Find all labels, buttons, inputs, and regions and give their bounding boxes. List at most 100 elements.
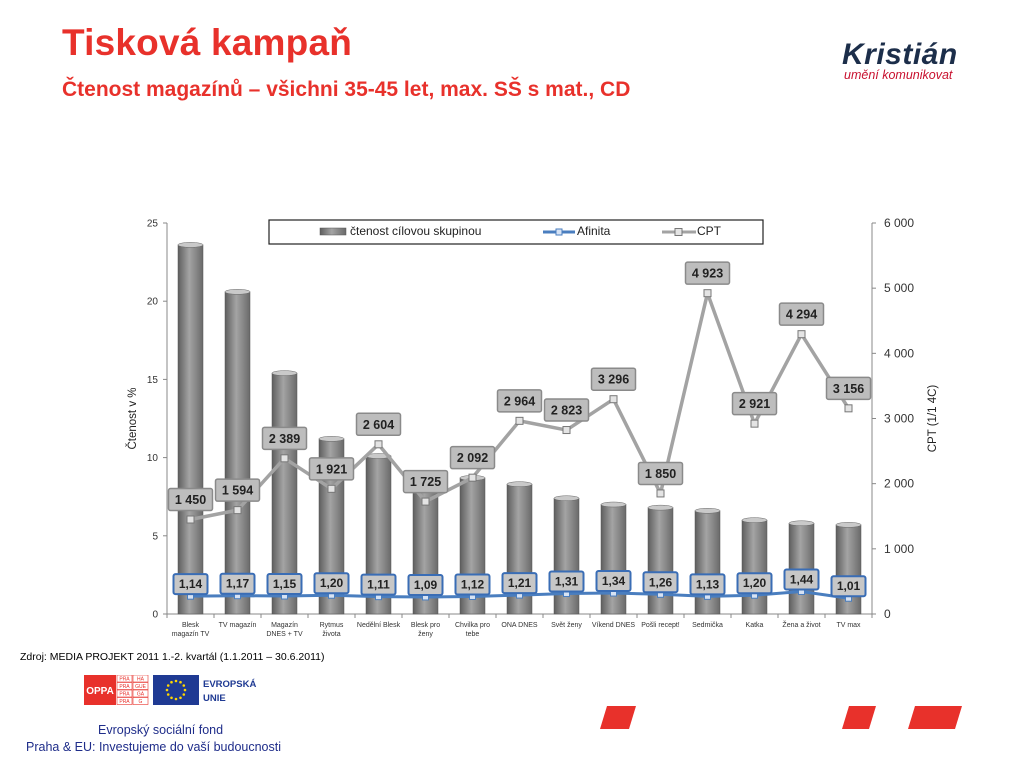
afinita-label-box (172, 573, 209, 596)
page-title: Tisková kampaň (62, 22, 353, 63)
cpt-label-box (731, 391, 778, 416)
afinita-data-label: 1,17 (226, 577, 250, 591)
legend-marker-cpt (674, 228, 683, 236)
bar-top-2 (224, 289, 251, 295)
cpt-data-label: 2 823 (551, 404, 582, 418)
y-tick-label-right: 4 000 (884, 346, 914, 360)
bar-top-12 (694, 508, 721, 514)
kristian-logo: Kristián umění komunikovat (842, 38, 972, 88)
cpt-point (233, 506, 242, 515)
legend-swatch-bar (319, 227, 347, 236)
footer-line-1: Evropský sociální fond (98, 723, 224, 737)
y-tick-label-left: 20 (147, 297, 159, 308)
x-tick-label: Blesk (182, 622, 200, 629)
cpt-point (797, 330, 806, 339)
bar-top-11 (647, 504, 674, 511)
y-tick-label-right: 5 000 (884, 281, 914, 295)
oppa-logo: OPPA PRA HA PRA GUE PRA GA PRA G (84, 675, 149, 705)
bar-2 (224, 291, 251, 615)
cpt-data-label: 2 604 (363, 418, 394, 432)
cpt-label-box (496, 389, 543, 413)
eu-star-icon (174, 697, 178, 701)
eu-star-icon (179, 680, 182, 684)
cpt-point (421, 497, 430, 506)
cpt-label-box (214, 478, 261, 502)
eu-star-icon (166, 693, 170, 696)
cpt-data-label: 1 921 (316, 462, 347, 476)
cpt-point (703, 289, 712, 298)
eu-star-icon (170, 680, 173, 684)
afinita-data-label: 1,09 (414, 578, 438, 592)
x-tick-label: DNES + TV (266, 631, 303, 638)
y-tick-label-right: 6 000 (884, 216, 914, 230)
page-subtitle: Čtenost magazínů – všichni 35-45 let, ma… (62, 78, 631, 101)
x-tick-label: Blesk pro (411, 622, 440, 629)
y-tick-label-right: 2 000 (884, 477, 914, 491)
x-tick-label: magazín TV (172, 631, 210, 638)
y-axis-label-right: CPT (1/1 4C) (927, 385, 939, 453)
bar-13 (741, 519, 768, 615)
praha-cell (132, 675, 149, 683)
afinita-data-label: 1,20 (320, 576, 344, 590)
eu-star-icon (182, 693, 186, 696)
cpt-label-box (637, 461, 684, 486)
cpt-label-box (402, 469, 449, 494)
cpt-data-label: 1 594 (222, 484, 253, 498)
cpt-data-label: 4 923 (692, 267, 723, 281)
afinita-data-label: 1,20 (743, 576, 767, 590)
bar-top-1 (177, 242, 204, 248)
afinita-data-label: 1,12 (461, 577, 485, 591)
x-tick-label: Sedmička (692, 622, 723, 629)
cpt-label-box (590, 367, 637, 391)
praha-cell-text: G (139, 699, 143, 705)
bar-top-15 (835, 522, 862, 528)
x-tick-label: Nedělní Blesk (357, 622, 401, 629)
afinita-label-box (501, 572, 538, 595)
cpt-data-label: 2 389 (269, 432, 300, 446)
cpt-label-box (778, 302, 825, 326)
x-tick-label: Pošli recept! (641, 622, 680, 629)
afinita-data-label: 1,26 (649, 575, 673, 589)
eu-star-icon (170, 696, 173, 700)
x-tick-label: TV magazín (219, 622, 257, 629)
cpt-label-box (308, 457, 355, 481)
eu-star-icon (165, 688, 169, 692)
x-tick-label: Rytmus (320, 622, 344, 629)
afinita-label-box (642, 571, 679, 594)
afinita-data-label: 1,44 (790, 572, 814, 586)
afinita-label-box (360, 573, 397, 596)
y-tick-label-right: 1 000 (884, 542, 914, 556)
decoration-shape-1 (600, 706, 636, 729)
eu-star-icon (174, 679, 178, 683)
x-tick-label: Žena a život (782, 620, 820, 629)
afinita-label-box (454, 573, 491, 596)
afinita-label-box (548, 570, 585, 593)
cpt-data-label: 1 450 (175, 493, 206, 507)
afinita-label-box (736, 572, 773, 595)
afinita-data-label: 1,11 (367, 578, 390, 592)
cpt-label-box (355, 412, 402, 437)
x-tick-label: ženy (418, 631, 433, 638)
cpt-data-label: 2 921 (739, 397, 770, 411)
praha-cell (132, 697, 149, 705)
bar-top-8 (506, 481, 533, 487)
cpt-data-label: 2 964 (504, 394, 535, 408)
svg-text:UNIE: UNIE (203, 693, 226, 704)
y-tick-label-left: 5 (152, 531, 158, 542)
cpt-label-box (167, 487, 214, 512)
cpt-data-label: 3 156 (833, 382, 864, 396)
x-tick-label: Katka (746, 622, 764, 629)
cpt-point (656, 489, 665, 498)
x-tick-label: tebe (466, 631, 480, 638)
afinita-data-label: 1,01 (837, 579, 861, 593)
legend-label-afinita: Afinita (577, 224, 611, 238)
cpt-label-box (261, 426, 308, 451)
y-tick-label-left: 15 (147, 375, 159, 386)
afinita-label-box (783, 568, 820, 591)
eu-logo: EVROPSKÁ UNIE (153, 675, 256, 705)
footer-line-2: Praha & EU: Investujeme do vaší budoucno… (26, 740, 282, 754)
praha-cell-text: PRA (119, 692, 130, 698)
afinita-label-box (219, 572, 256, 595)
bar-top-3 (271, 370, 298, 376)
afinita-data-label: 1,21 (508, 576, 532, 590)
